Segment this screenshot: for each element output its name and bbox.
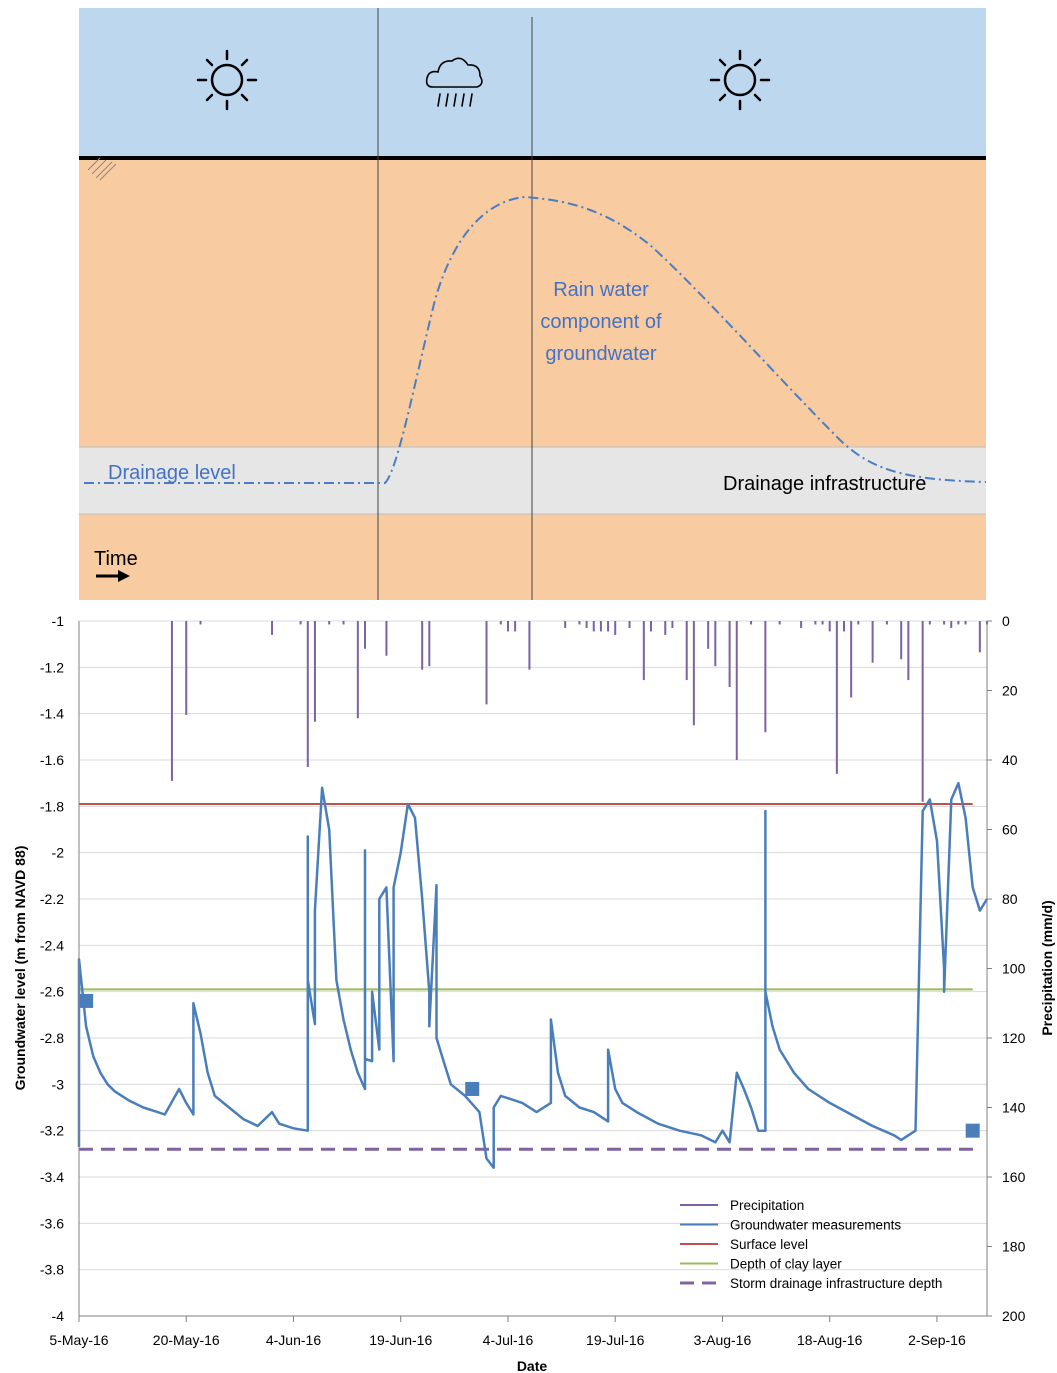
x-axis-ticks: 5-May-16 20-May-16 4-Jun-16 19-Jun-16 4-Jul-… [49,1316,966,1348]
y2-tick-label: 160 [1002,1169,1026,1185]
y-tick-label: -2.8 [40,1030,64,1046]
x-tick-label: 19-Jun-16 [369,1332,432,1348]
groundwater-series-line [77,781,989,1169]
drainage-level-label: Drainage level [108,462,236,484]
groundwater-marker [465,1081,480,1096]
x-tick-label: 2-Sep-16 [908,1332,966,1348]
rain-annotation-line-3: groundwater [545,343,657,365]
legend-entry-label: Groundwater measurements [730,1218,901,1233]
y-tick-label: -3.6 [40,1215,64,1231]
y2-tick-label: 140 [1002,1100,1026,1116]
conceptual-schematic: Rain water component of groundwater Drai… [79,8,987,600]
x-tick-label: 18-Aug-16 [797,1332,863,1348]
reference-lines [79,803,980,1151]
y-axis-ticks: -1 -1.2 -1.4 -1.6 -1.8 -2 -2.2 -2.4 -2.6 -2.8 -3 -3… [40,613,64,1324]
y-tick-label: -3.8 [40,1262,64,1278]
y-tick-label: -2 [52,845,65,861]
y2-axis-ticks: 0 20 40 60 80 100 120 140 160 180 200 [987,613,1026,1324]
y-tick-label: -3 [52,1076,65,1092]
y-tick-label: -1.8 [40,798,64,814]
y2-tick-label: 100 [1002,961,1026,977]
drainage-infrastructure-label: Drainage infrastructure [723,473,926,495]
y2-tick-label: 20 [1002,683,1018,699]
rain-cloud-icon [425,57,483,107]
y-tick-label: -3.2 [40,1123,64,1139]
x-tick-label: 19-Jul-16 [586,1332,645,1348]
groundwater-marker [79,993,94,1008]
y2-tick-label: 0 [1002,613,1010,629]
legend-entry-label: Precipitation [730,1198,804,1213]
groundwater-chart: -1 -1.2 -1.4 -1.6 -1.8 -2 -2.2 -2.4 -2.6 -2.8 -3 -3… [12,613,1055,1373]
plot-axes [78,621,988,1317]
y2-tick-label: 120 [1002,1030,1026,1046]
groundwater-marker [965,1123,980,1138]
precipitation-bars [170,621,988,802]
ground-hatch-icon [87,157,117,181]
rain-annotation-line-1: Rain water [553,279,649,301]
y2-tick-label: 80 [1002,891,1018,907]
y2-tick-label: 60 [1002,822,1018,838]
legend: Precipitation Groundwater measurements Sur… [680,1198,942,1291]
y-tick-label: -1.2 [40,659,64,675]
x-tick-label: 4-Jul-16 [483,1332,534,1348]
sun-icon [196,49,258,111]
legend-entry-label: Storm drainage infrastructure depth [730,1276,942,1291]
y2-tick-label: 40 [1002,752,1018,768]
groundwater-line [77,781,989,1169]
time-label: Time [94,548,138,570]
arrow-right-icon [96,570,130,582]
y2-tick-label: 180 [1002,1239,1026,1255]
y-tick-label: -2.6 [40,984,64,1000]
y-tick-label: -1.6 [40,752,64,768]
y-axis-title: Groundwater level (m from NAVD 88) [12,846,28,1091]
groundwater-markers [79,993,980,1138]
x-tick-label: 5-May-16 [49,1332,108,1348]
gridlines [79,620,987,1317]
rain-water-curve [84,195,987,484]
rain-annotation-line-2: component of [540,311,662,333]
x-tick-label: 4-Jun-16 [266,1332,321,1348]
y-tick-label: -1.4 [40,706,64,722]
y-tick-label: -1 [52,613,65,629]
y-tick-label: -3.4 [40,1169,64,1185]
sun-icon [709,49,771,111]
legend-entry-label: Surface level [730,1237,808,1252]
y-tick-label: -2.2 [40,891,64,907]
y-tick-label: -4 [52,1308,65,1324]
y2-tick-label: 200 [1002,1308,1026,1324]
x-tick-label: 3-Aug-16 [694,1332,752,1348]
y2-axis-title: Precipitation (mm/d) [1039,900,1055,1035]
x-axis-title: Date [517,1358,548,1373]
legend-entry-label: Depth of clay layer [730,1257,842,1272]
y-tick-label: -2.4 [40,937,64,953]
x-tick-label: 20-May-16 [153,1332,220,1348]
